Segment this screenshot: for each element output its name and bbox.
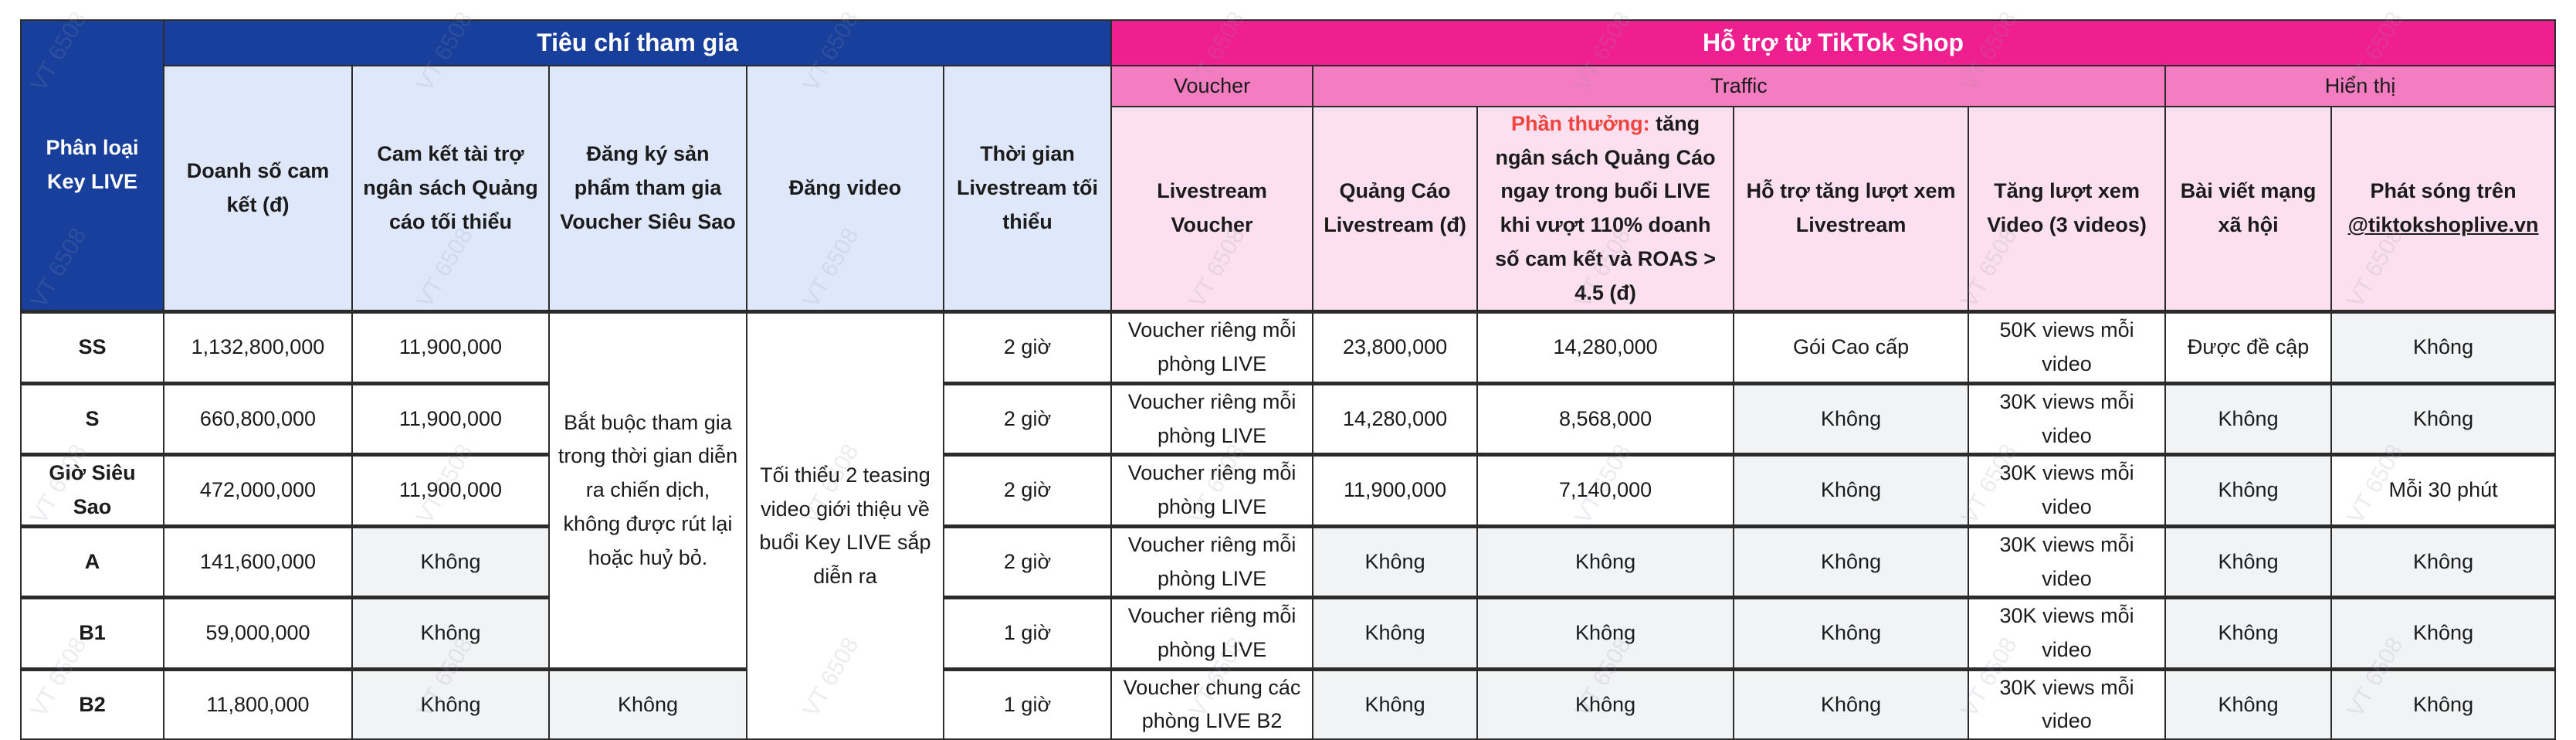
cell-tier: Giờ Siêu Sao (20, 453, 164, 528)
cell-broadcast: Mỗi 30 phút (2330, 453, 2557, 528)
header-register: Đăng ký sản phẩm tham gia Voucher Siêu S… (548, 65, 747, 313)
cell-video: Tối thiểu 2 teasing video giới thiệu về … (746, 310, 944, 740)
key-live-tier-table: Phân loại Key LIVE Tiêu chí tham gia Hỗ … (20, 19, 2557, 740)
cell-live-voucher: Voucher riêng mỗi phòng LIVE (1110, 524, 1314, 599)
broadcast-prefix: Phát sóng trên (2370, 179, 2517, 203)
table-row: Giờ Siêu Sao 472,000,000 11,900,000 2 giờ Vo… (20, 453, 2557, 528)
cell-social-post: Không (2164, 381, 2333, 456)
cell-live-ads: 11,900,000 (1312, 453, 1479, 528)
cell-ad-budget: 11,900,000 (351, 453, 550, 528)
cell-view-boost: Gói Cao cấp (1733, 310, 1970, 385)
cell-min-time: 2 giờ (942, 310, 1113, 385)
broadcast-handle-link[interactable]: @tiktokshoplive.vn (2347, 213, 2539, 237)
cell-register: Không (548, 667, 747, 740)
cell-min-time: 2 giờ (942, 381, 1113, 456)
group-voucher: Voucher (1110, 65, 1314, 107)
cell-view-boost: Không (1733, 667, 1970, 740)
cell-live-ads: Không (1312, 596, 1479, 670)
reward-text: tăng ngân sách Quảng Cáo ngay trong buổi… (1495, 112, 1716, 304)
cell-sales: 59,000,000 (163, 596, 353, 670)
cell-video-views: 30K views mỗi video (1968, 596, 2167, 670)
cell-broadcast: Không (2330, 381, 2557, 456)
cell-video-views: 30K views mỗi video (1968, 667, 2167, 740)
cell-sales: 1,132,800,000 (163, 310, 353, 385)
cell-reward: 8,568,000 (1476, 381, 1735, 456)
header-video: Đăng video (746, 65, 944, 313)
cell-social-post: Không (2164, 453, 2333, 528)
cell-min-time: 1 giờ (942, 596, 1113, 670)
header-min-time: Thời gian Livestream tối thiểu (942, 65, 1113, 313)
table-row: SS 1,132,800,000 11,900,000 Bắt buộc tham g… (20, 310, 2557, 740)
header-sales: Doanh số cam kết (đ) (163, 65, 353, 313)
cell-live-voucher: Voucher chung các phòng LIVE B2 (1110, 667, 1314, 740)
cell-broadcast: Không (2330, 667, 2557, 740)
header-video-views: Tăng lượt xem Video (3 videos) (1968, 106, 2167, 313)
cell-view-boost: Không (1733, 524, 1970, 599)
cell-broadcast: Không (2330, 310, 2557, 385)
cell-live-ads: Không (1312, 667, 1479, 740)
cell-min-time: 1 giờ (942, 667, 1113, 740)
cell-live-voucher: Voucher riêng mỗi phòng LIVE (1110, 381, 1314, 456)
header-live-ads: Quảng Cáo Livestream (đ) (1312, 106, 1479, 313)
reward-label: Phần thưởng: (1510, 112, 1650, 135)
cell-register: Bắt buộc tham gia trong thời gian diễn r… (548, 310, 747, 670)
cell-video-views: 50K views mỗi video (1968, 310, 2167, 385)
cell-live-voucher: Voucher riêng mỗi phòng LIVE (1110, 310, 1314, 385)
cell-tier: B1 (20, 596, 164, 670)
cell-tier: B2 (20, 667, 164, 740)
group-traffic: Traffic (1312, 65, 2167, 107)
cell-ad-budget: 11,900,000 (351, 381, 550, 456)
cell-view-boost: Không (1733, 381, 1970, 456)
cell-live-ads: 14,280,000 (1312, 381, 1479, 456)
group-display: Hiển thị (2164, 65, 2557, 107)
cell-ad-budget: Không (351, 524, 550, 599)
cell-live-ads: 23,800,000 (1312, 310, 1479, 385)
cell-live-ads: Không (1312, 524, 1479, 599)
cell-reward: Không (1476, 596, 1735, 670)
cell-view-boost: Không (1733, 596, 1970, 670)
header-tier: Phân loại Key LIVE (20, 19, 164, 313)
cell-reward: 7,140,000 (1476, 453, 1735, 528)
table-row: B2 11,800,000 Không Không 1 giờ Voucher chung… (20, 667, 2557, 740)
cell-social-post: Không (2164, 524, 2333, 599)
cell-tier: A (20, 524, 164, 599)
table-row: B1 59,000,000 Không 1 giờ Voucher riêng mỗi … (20, 596, 2557, 670)
cell-ad-budget: Không (351, 667, 550, 740)
cell-video-views: 30K views mỗi video (1968, 524, 2167, 599)
cell-social-post: Không (2164, 596, 2333, 670)
header-broadcast: Phát sóng trên @tiktokshoplive.vn (2330, 106, 2557, 313)
cell-sales: 472,000,000 (163, 453, 353, 528)
header-reward: Phần thưởng: tăng ngân sách Quảng Cáo ng… (1476, 106, 1735, 313)
cell-social-post: Không (2164, 667, 2333, 740)
header-criteria: Tiêu chí tham gia (162, 19, 1113, 66)
cell-reward: Không (1476, 524, 1735, 599)
cell-ad-budget: Không (351, 596, 550, 670)
cell-reward: Không (1476, 667, 1735, 740)
cell-sales: 11,800,000 (163, 667, 353, 740)
cell-video-views: 30K views mỗi video (1968, 453, 2167, 528)
header-live-voucher: Livestream Voucher (1110, 106, 1314, 313)
header-social-post: Bài viết mạng xã hội (2164, 106, 2333, 313)
header-ad-budget: Cam kết tài trợ ngân sách Quảng cáo tối … (351, 65, 550, 313)
table-body: SS 1,132,800,000 11,900,000 Bắt buộc tham g… (20, 310, 2557, 740)
cell-live-voucher: Voucher riêng mỗi phòng LIVE (1110, 453, 1314, 528)
cell-social-post: Được đề cập (2164, 310, 2333, 385)
cell-tier: SS (20, 310, 164, 385)
cell-ad-budget: 11,900,000 (351, 310, 550, 385)
cell-view-boost: Không (1733, 453, 1970, 528)
cell-reward: 14,280,000 (1476, 310, 1735, 385)
table-row: S 660,800,000 11,900,000 2 giờ Voucher riêng… (20, 381, 2557, 456)
cell-live-voucher: Voucher riêng mỗi phòng LIVE (1110, 596, 1314, 670)
cell-broadcast: Không (2330, 524, 2557, 599)
cell-video-views: 30K views mỗi video (1968, 381, 2167, 456)
cell-min-time: 2 giờ (942, 453, 1113, 528)
header-view-boost: Hỗ trợ tăng lượt xem Livestream (1733, 106, 1970, 313)
header-support: Hỗ trợ từ TikTok Shop (1110, 19, 2557, 66)
table-row: A 141,600,000 Không 2 giờ Voucher riêng mỗi … (20, 524, 2557, 599)
cell-tier: S (20, 381, 164, 456)
cell-sales: 141,600,000 (163, 524, 353, 599)
cell-sales: 660,800,000 (163, 381, 353, 456)
cell-min-time: 2 giờ (942, 524, 1113, 599)
cell-broadcast: Không (2330, 596, 2557, 670)
